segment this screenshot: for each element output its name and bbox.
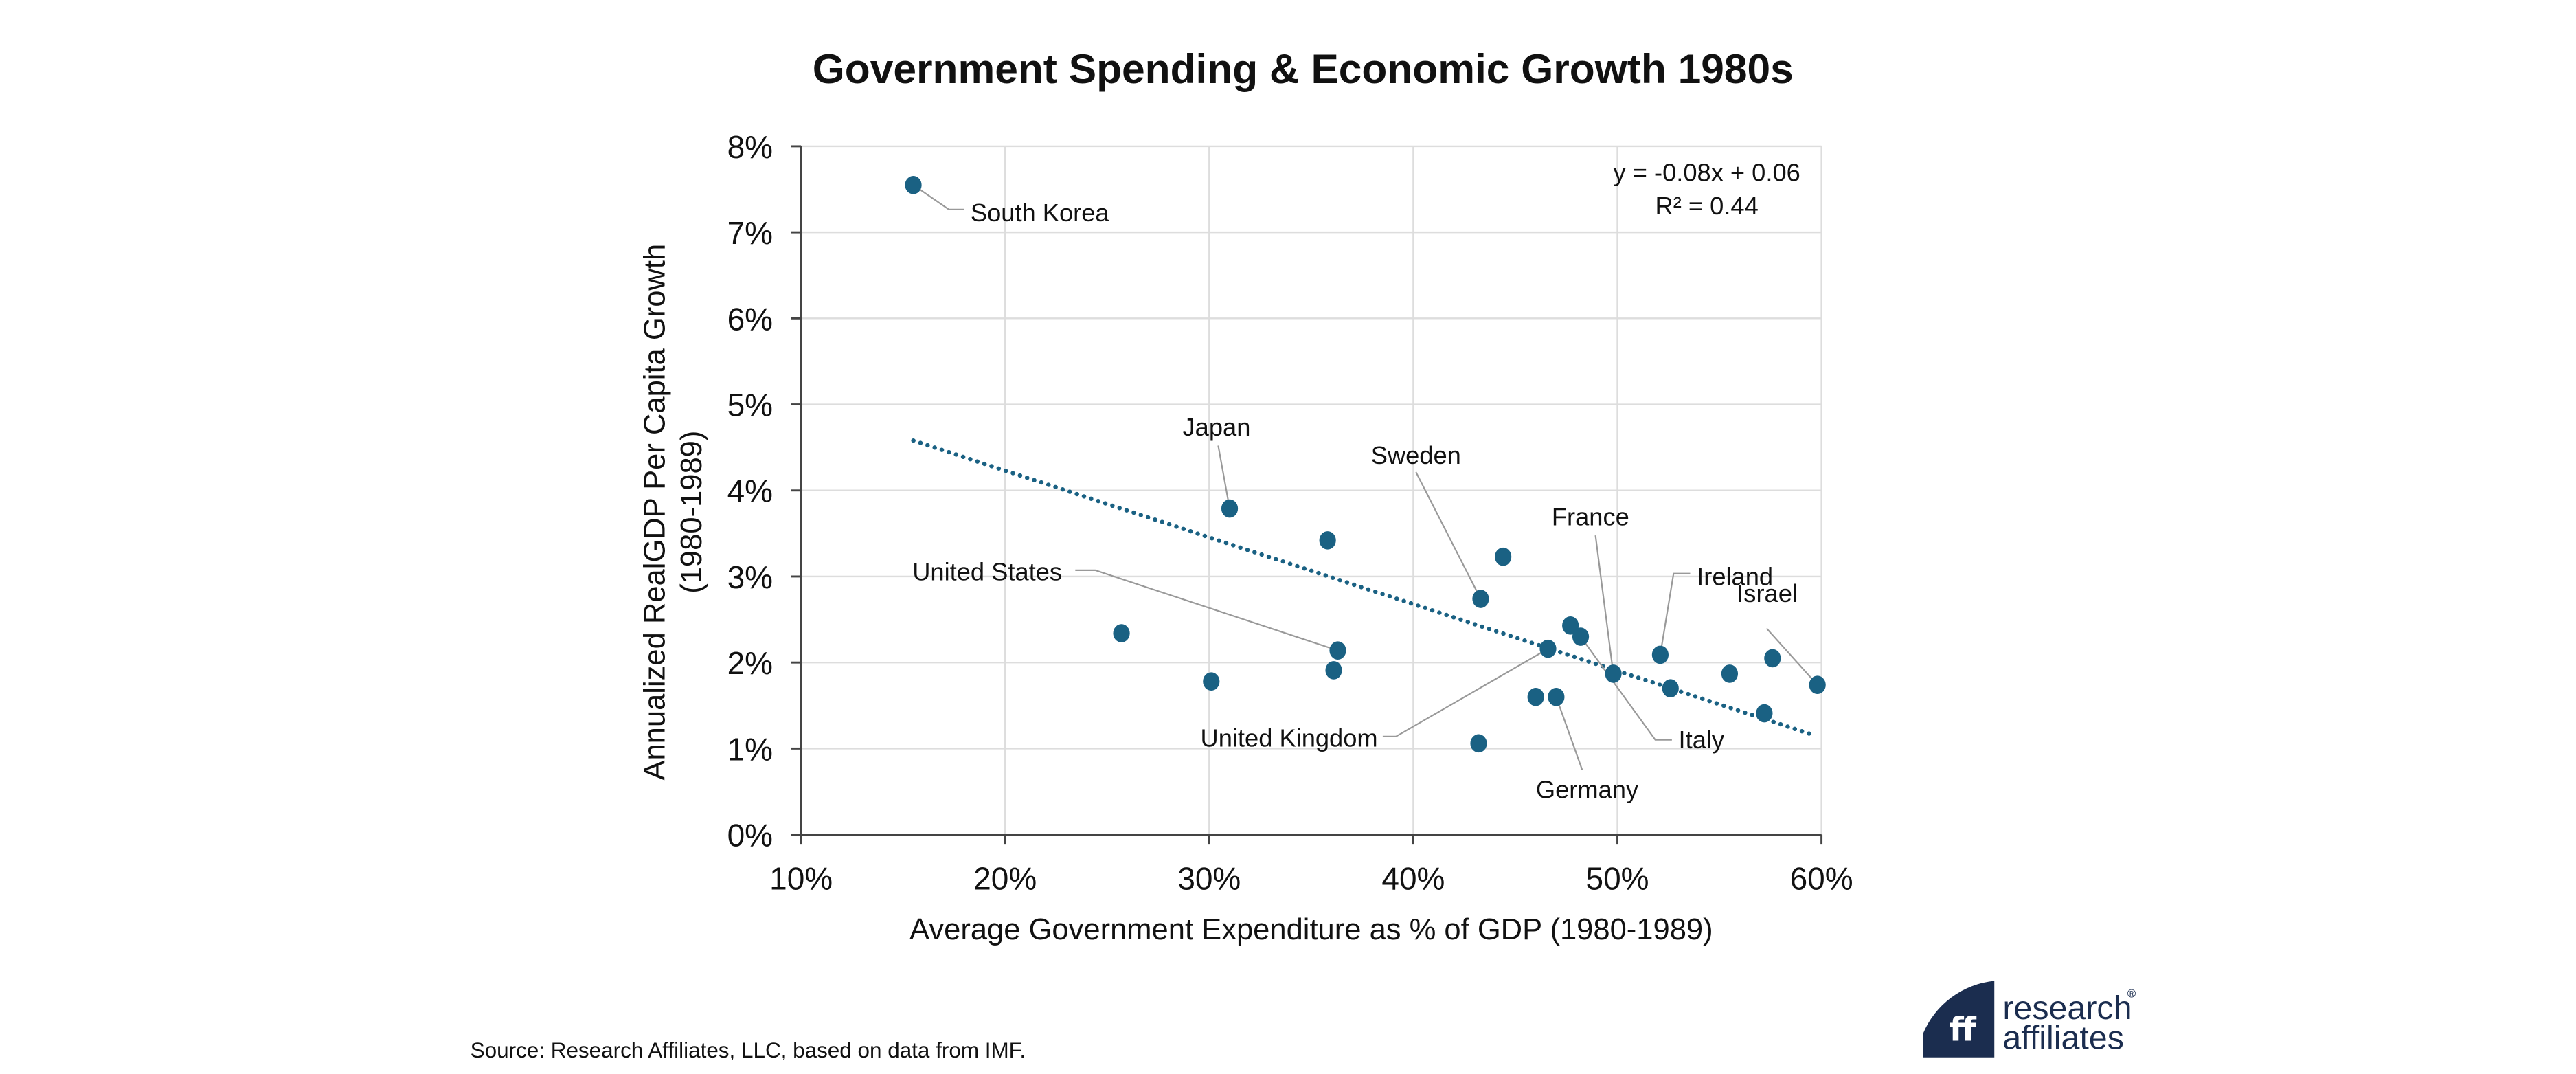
point-labels: South Korea Japan Sweden United States Italy… xyxy=(912,199,1798,804)
point-label: United States xyxy=(912,557,1062,585)
x-tick-label: 20% xyxy=(973,860,1037,896)
data-point-sweden xyxy=(1472,590,1489,608)
data-point-france xyxy=(1605,664,1622,683)
y-tick-label: 8% xyxy=(727,129,773,165)
y-tick-label: 7% xyxy=(727,215,773,251)
point-label: Germany xyxy=(1536,775,1639,803)
y-tick-label: 5% xyxy=(727,387,773,423)
y-tick-label: 0% xyxy=(727,818,773,853)
leader-line xyxy=(1217,445,1231,509)
y-tick-label: 6% xyxy=(727,301,773,337)
leader-line xyxy=(1415,471,1482,600)
x-axis-label: Average Government Expenditure as % of G… xyxy=(909,913,1713,946)
logo-mark-icon: ﬀ xyxy=(1950,1011,1977,1049)
leader-line xyxy=(912,184,964,210)
leader-line xyxy=(1555,696,1583,770)
logo-registered-mark: ® xyxy=(2127,987,2136,1000)
x-tick-label: 40% xyxy=(1381,860,1445,896)
point-label: South Korea xyxy=(971,199,1110,227)
point-label: Israel xyxy=(1737,579,1798,607)
point-label: France xyxy=(1552,503,1629,531)
data-point xyxy=(1764,649,1781,668)
leader-line xyxy=(1382,648,1549,737)
points-layer xyxy=(905,175,1826,753)
data-point xyxy=(1203,672,1220,691)
y-axis-label-line2: (1980-1989) xyxy=(675,431,708,594)
x-tick-label: 10% xyxy=(769,860,833,896)
axes-layer xyxy=(791,145,1823,845)
grid-layer xyxy=(801,145,1822,835)
y-tick-label: 1% xyxy=(727,731,773,767)
data-point xyxy=(1319,531,1336,550)
data-point-south-korea xyxy=(905,175,922,194)
point-label: Italy xyxy=(1679,726,1725,754)
leader-line xyxy=(1659,572,1691,656)
point-label: Japan xyxy=(1183,413,1251,441)
logo-text-line1: research xyxy=(2002,989,2132,1027)
y-tick-label: 2% xyxy=(727,645,773,681)
ticks-layer: 0% 1% 2% 3% 4% 5% 6% 7% 8% 10% 20% 30% 40% 50% 60% xyxy=(727,129,1853,897)
data-point-japan xyxy=(1221,499,1239,518)
research-affiliates-logo: ﬀ research affiliates ® xyxy=(1923,981,2136,1058)
data-point xyxy=(1662,679,1679,698)
data-point xyxy=(1325,661,1342,680)
y-tick-label: 4% xyxy=(727,473,773,509)
y-tick-label: 3% xyxy=(727,559,773,595)
data-point xyxy=(1495,547,1512,566)
logo-text-line2: affiliates xyxy=(2002,1020,2124,1057)
data-point-italy xyxy=(1572,627,1590,646)
data-point xyxy=(1113,624,1130,642)
data-point-israel xyxy=(1809,675,1826,695)
data-point xyxy=(1527,687,1544,706)
data-point xyxy=(1562,616,1579,635)
logo-quarter-circle-icon xyxy=(1923,981,1995,1058)
data-point-united-kingdom xyxy=(1539,639,1557,658)
x-tick-label: 50% xyxy=(1586,860,1649,896)
trend-equation: y = -0.08x + 0.06 xyxy=(1614,159,1800,187)
data-point xyxy=(1470,734,1487,753)
data-point xyxy=(1756,704,1773,723)
leader-line xyxy=(1594,535,1614,674)
leader-lines xyxy=(912,184,1818,770)
y-axis-label-line1: Annualized RealGDP Per Capita Growth xyxy=(639,244,672,781)
chart-title: Government Spending & Economic Growth 19… xyxy=(813,45,1794,92)
data-point-germany xyxy=(1548,687,1565,706)
data-point-united-states xyxy=(1329,641,1346,660)
data-point xyxy=(1721,664,1739,683)
data-point-ireland xyxy=(1651,645,1669,664)
point-label: United Kingdom xyxy=(1200,724,1377,752)
x-tick-label: 60% xyxy=(1790,860,1853,896)
trend-r-squared: R² = 0.44 xyxy=(1656,192,1759,220)
trend-line xyxy=(911,438,1818,738)
x-tick-label: 30% xyxy=(1177,860,1241,896)
leader-line xyxy=(1075,569,1338,651)
source-note: Source: Research Affiliates, LLC, based … xyxy=(471,1038,1026,1062)
point-label: Sweden xyxy=(1371,441,1461,469)
leader-line xyxy=(1765,627,1818,686)
point-label: Ireland xyxy=(1697,563,1773,591)
